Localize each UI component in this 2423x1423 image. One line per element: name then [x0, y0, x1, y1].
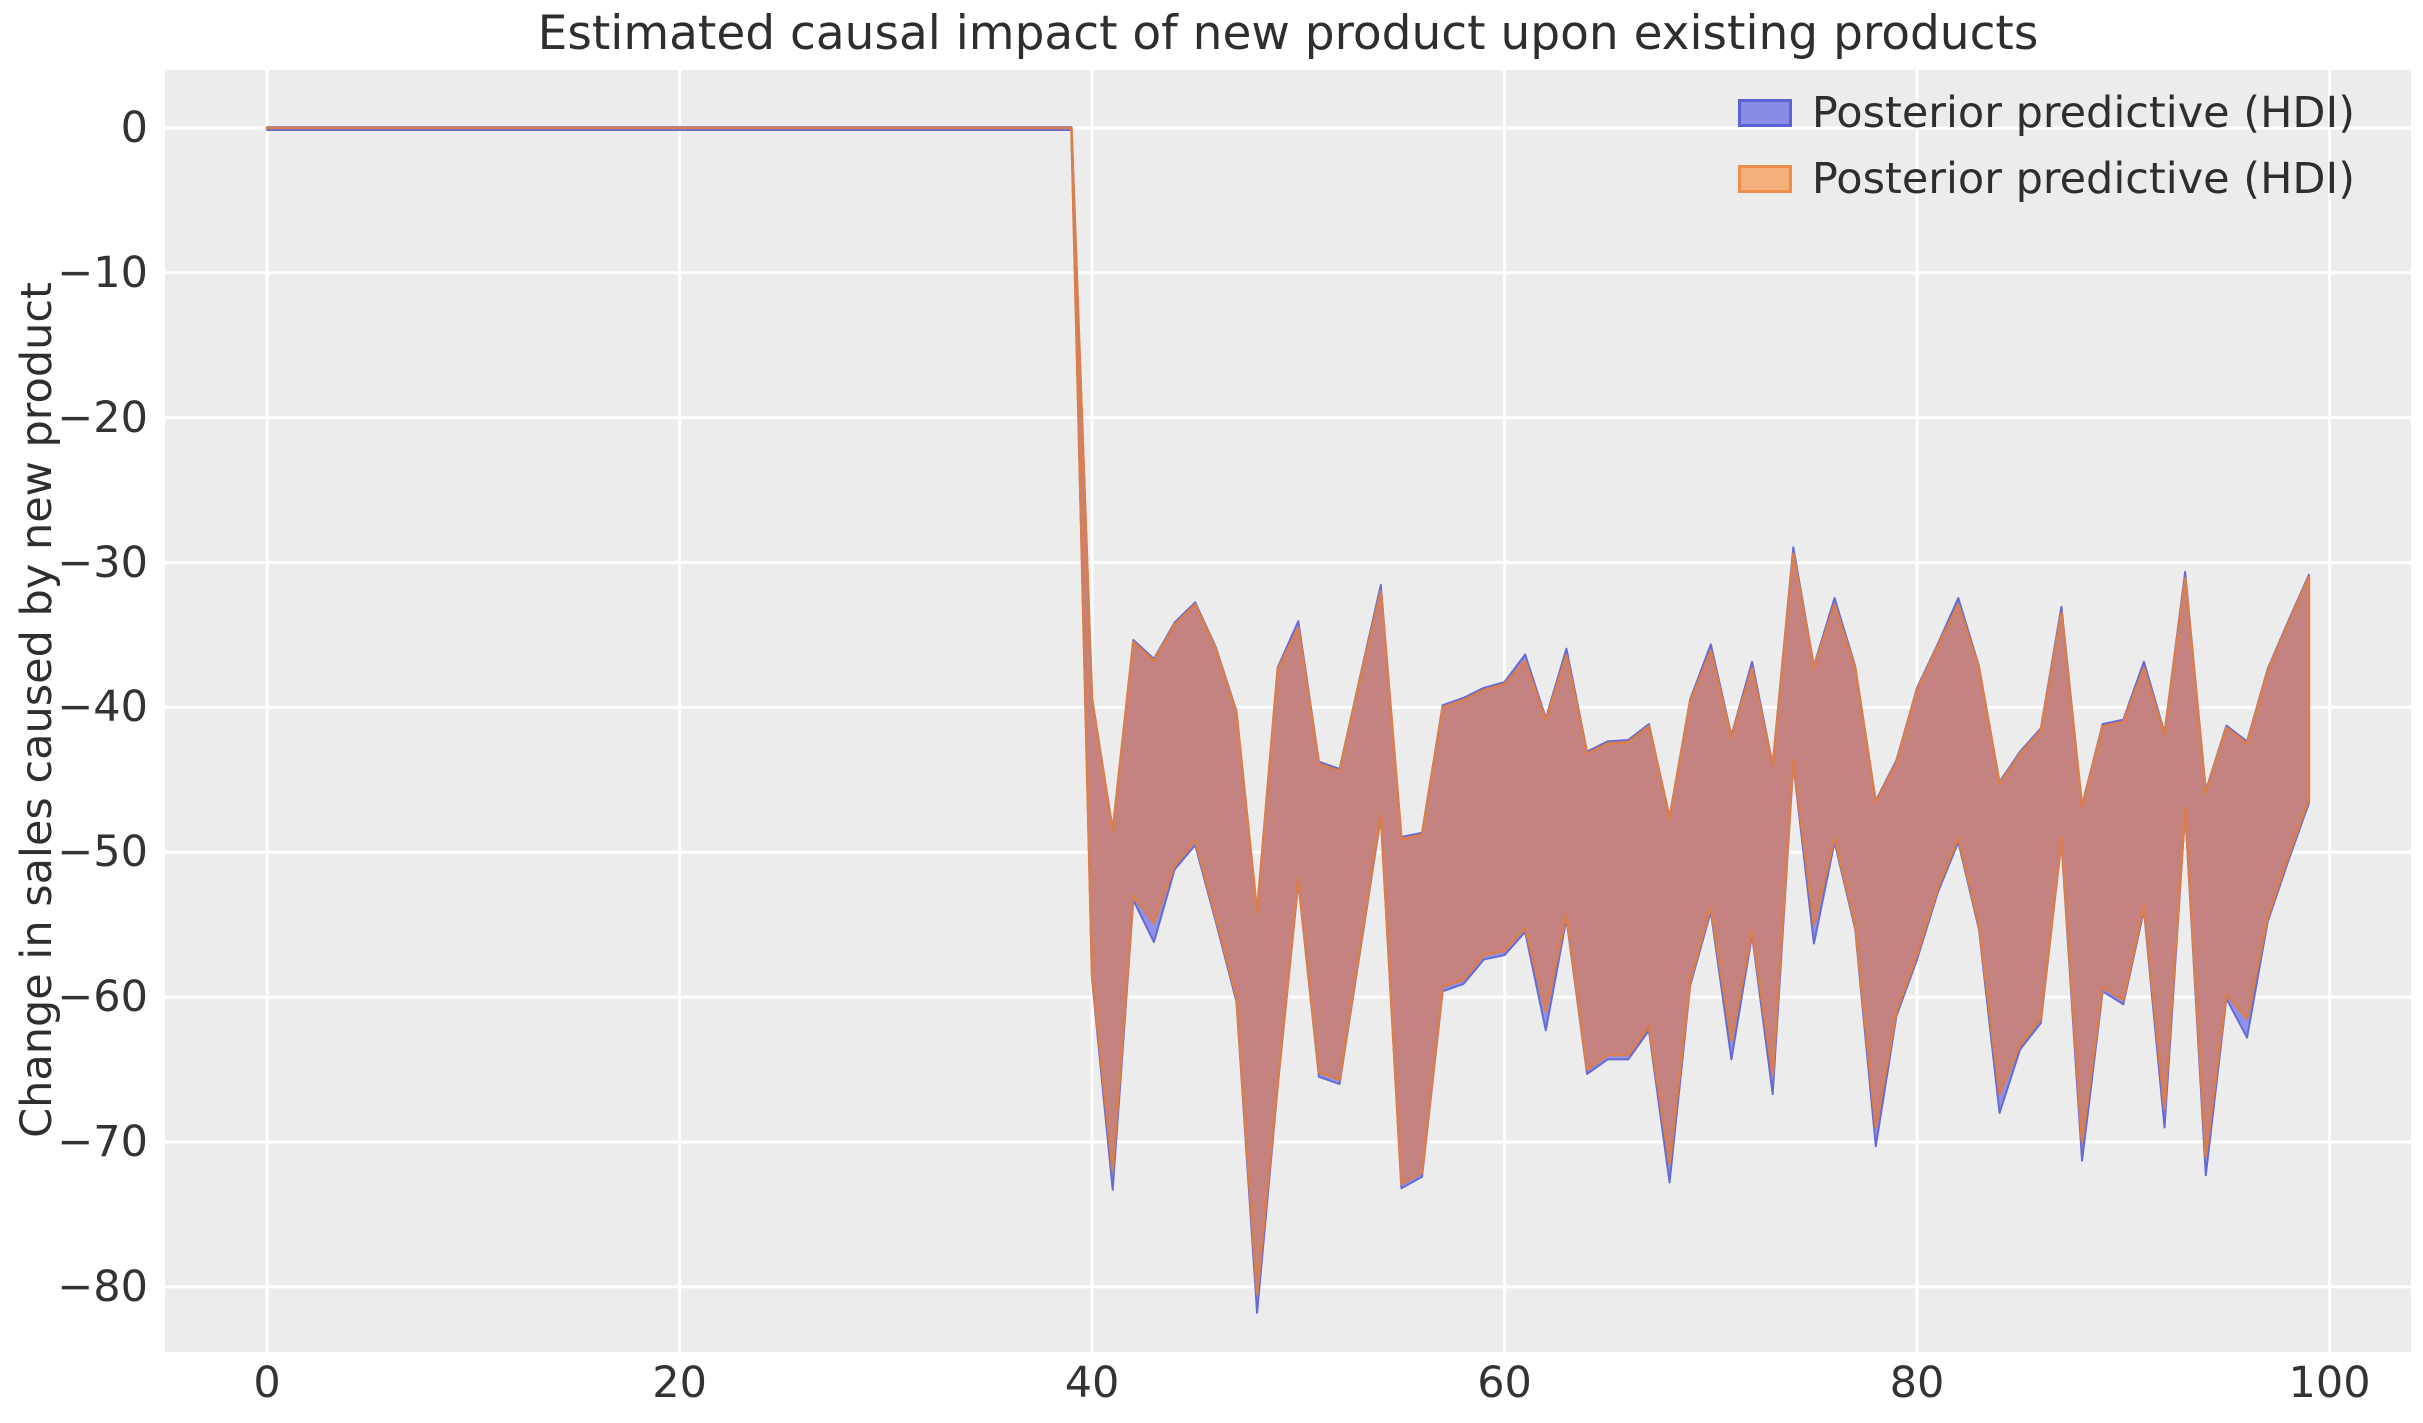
y-tick-label: −40 [57, 682, 148, 733]
legend-entry-orange: Posterior predictive (HDI) [1737, 154, 2355, 204]
x-tick-label: 80 [1889, 1358, 1945, 1408]
y-tick-label: 0 [120, 102, 148, 153]
y-tick-label: −70 [57, 1116, 148, 1167]
legend-label: Posterior predictive (HDI) [1811, 154, 2355, 204]
y-tick-label: −50 [57, 827, 148, 878]
x-tick-label: 60 [1477, 1358, 1532, 1408]
y-tick-label: −80 [57, 1261, 148, 1312]
chart-canvas [165, 70, 2411, 1352]
blue-band-swatch-icon [1737, 99, 1792, 127]
legend-label: Posterior predictive (HDI) [1811, 88, 2355, 138]
x-tick-label: 0 [253, 1358, 281, 1408]
y-tick-label: −30 [57, 537, 148, 588]
y-tick-label: −60 [57, 972, 148, 1023]
x-tick-label: 100 [2288, 1358, 2371, 1408]
y-tick-label: −10 [57, 247, 148, 298]
x-tick-label: 20 [652, 1358, 707, 1408]
plot-area: Posterior predictive (HDI) Posterior pre… [165, 70, 2411, 1352]
y-tick-label: −20 [57, 392, 148, 443]
posterior-hdi-band-orange [265, 126, 2311, 1296]
legend-entry-blue: Posterior predictive (HDI) [1737, 88, 2355, 138]
legend: Posterior predictive (HDI) Posterior pre… [1737, 88, 2355, 204]
chart-title: Estimated causal impact of new product u… [537, 6, 2039, 61]
x-tick-label: 40 [1064, 1358, 1120, 1408]
orange-band-swatch-icon [1737, 165, 1792, 193]
